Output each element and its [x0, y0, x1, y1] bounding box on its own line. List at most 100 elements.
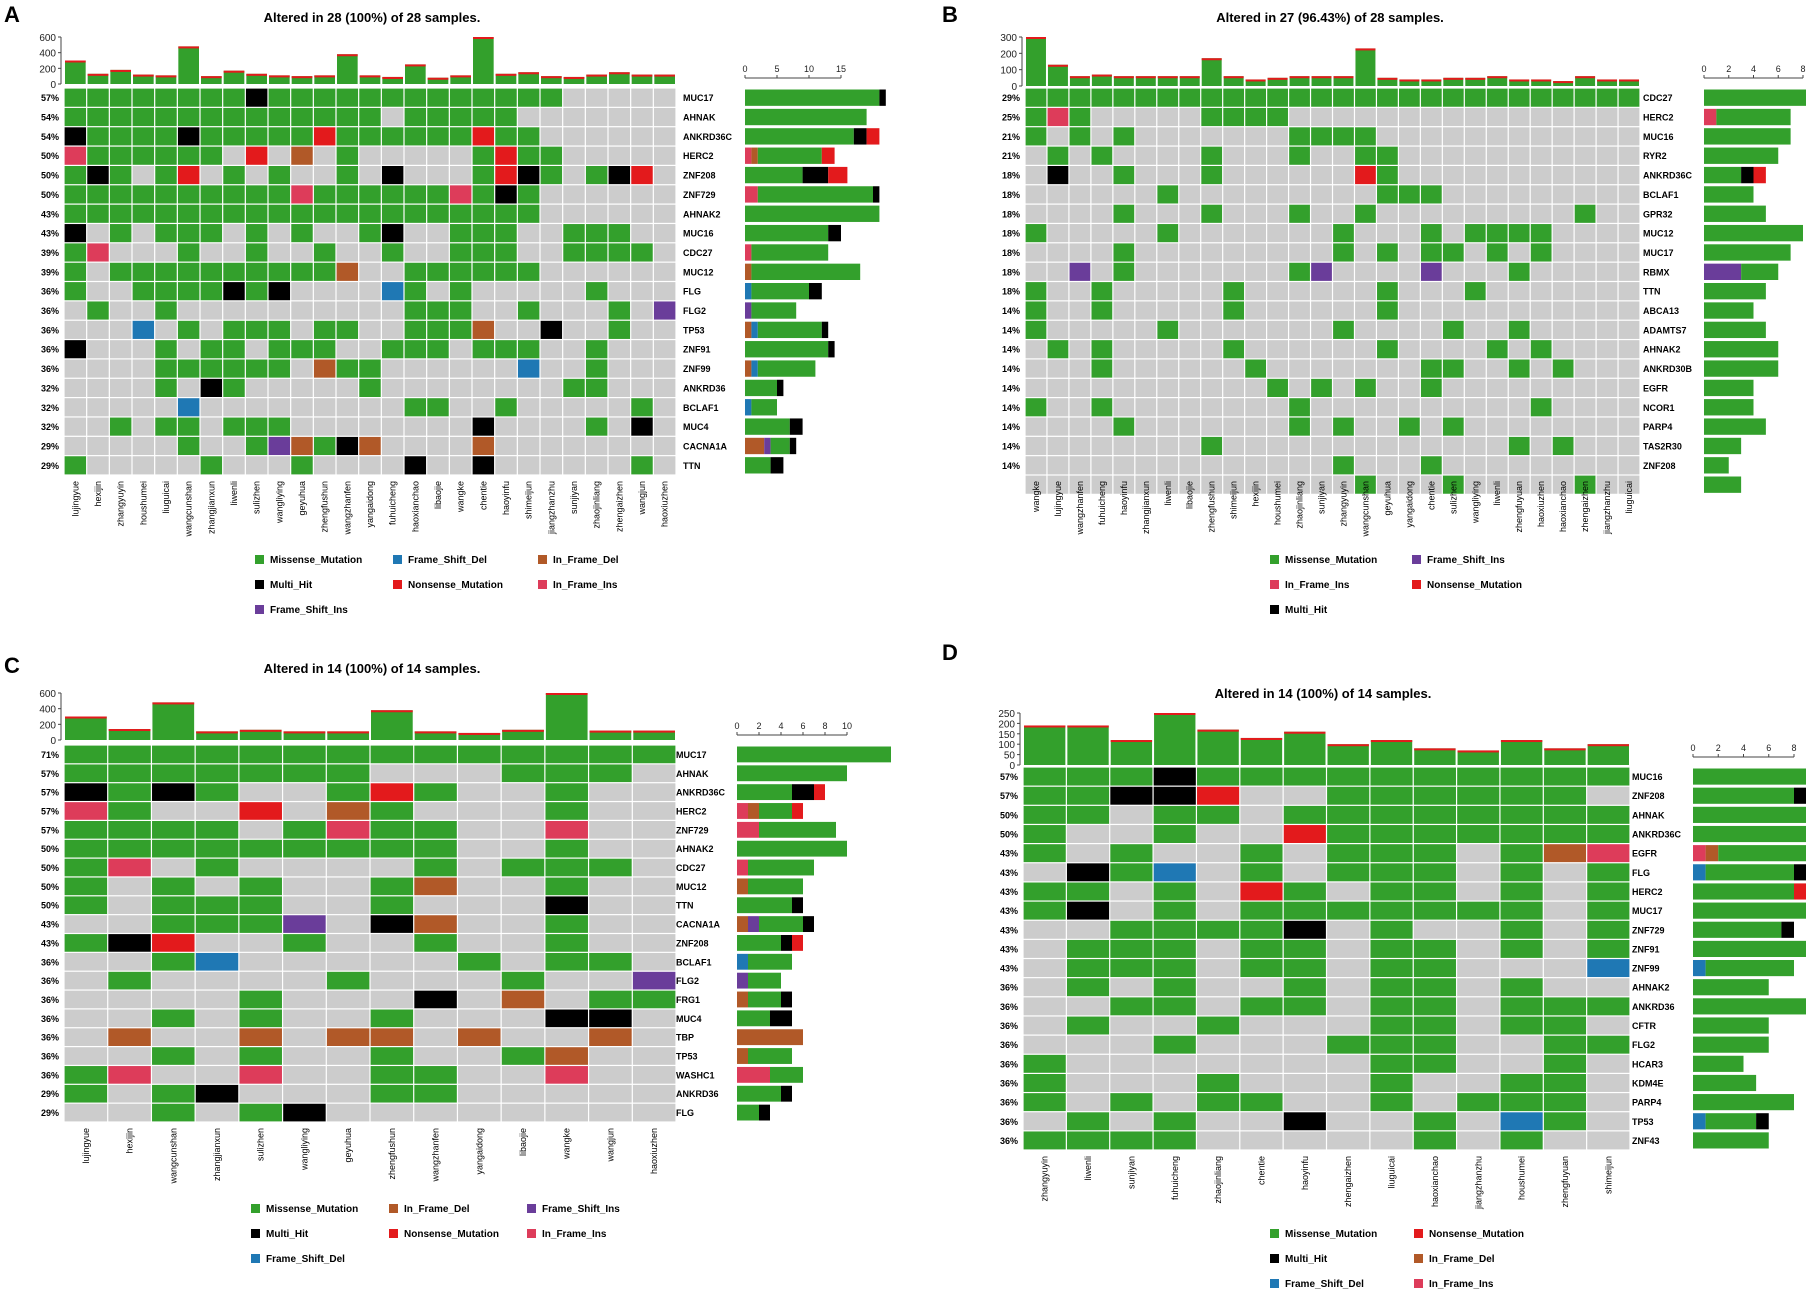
mutation-cell: [1113, 475, 1135, 494]
gene-percentage: 43%: [1000, 906, 1018, 916]
mutation-cell: [1327, 1131, 1370, 1150]
mutation-cell: [414, 934, 457, 952]
mutation-cell: [239, 1066, 282, 1084]
sample-label: yangaidong: [1404, 481, 1414, 528]
mutation-cell: [381, 127, 404, 146]
mutation-cell: [1377, 107, 1398, 127]
mutation-cell: [1197, 863, 1240, 882]
mutation-cell: [632, 1009, 676, 1028]
mutation-cell: [1240, 805, 1283, 824]
mutation-cell: [200, 359, 223, 378]
gene-bar-segment: [1693, 1036, 1769, 1053]
mutation-cell: [109, 417, 132, 436]
mutation-cell: [1066, 978, 1110, 997]
gene-percentage: 14%: [1002, 441, 1020, 451]
tmb-tick-label: 50: [1004, 751, 1016, 762]
mutation-cell: [1508, 146, 1530, 165]
mutation-cell: [87, 282, 109, 301]
mutation-cell: [1245, 378, 1267, 397]
mutation-cell: [155, 456, 177, 475]
gene-percentage: 43%: [41, 209, 59, 219]
mutation-cell: [155, 243, 177, 262]
mutation-cell: [1023, 825, 1066, 843]
mutation-cell: [336, 166, 359, 185]
gene-percentage: 43%: [41, 920, 59, 930]
tmb-bar: [155, 75, 177, 84]
mutation-cell: [268, 378, 291, 397]
legend-swatch: [251, 1254, 260, 1263]
gene-label: KDM4E: [1632, 1078, 1664, 1088]
mutation-cell: [223, 166, 245, 185]
mutation-cell: [87, 301, 109, 320]
mutation-cell: [1457, 959, 1500, 978]
mutation-cell: [1066, 1131, 1110, 1150]
gene-bar-segment: [737, 916, 748, 932]
gene-label: HCAR3: [1632, 1059, 1663, 1069]
mutation-cell: [1327, 901, 1370, 920]
mutation-cell: [64, 243, 87, 262]
tmb-bar-nonsense: [473, 37, 494, 39]
mutation-cell: [1289, 417, 1310, 436]
mutation-cell: [177, 146, 200, 165]
mutation-cell: [1574, 262, 1596, 281]
mutation-cell: [291, 107, 313, 127]
mutation-cell: [1457, 825, 1500, 843]
mutation-cell: [1486, 88, 1508, 107]
tmb-bar-nonsense: [1069, 76, 1090, 79]
gene-bar-segment: [737, 859, 748, 876]
mutation-cell: [1596, 398, 1618, 417]
mutation-cell: [632, 783, 676, 801]
mutation-cell: [283, 839, 326, 858]
mutation-cell: [1066, 901, 1110, 920]
mutation-cell: [427, 88, 449, 107]
mutation-cell: [1069, 224, 1091, 243]
mutation-cell: [155, 282, 177, 301]
mutation-cell: [1066, 1074, 1110, 1092]
mutation-cell: [1267, 282, 1288, 301]
mutation-cell: [495, 398, 517, 417]
gene-bar-segment: [1705, 960, 1794, 977]
mutation-cell: [1289, 146, 1310, 165]
tmb-bar-nonsense: [1531, 79, 1552, 82]
mutation-cell: [1370, 1035, 1413, 1054]
mutation-cell: [1508, 282, 1530, 301]
mutation-cell: [653, 436, 676, 456]
mutation-cell: [404, 127, 427, 146]
mutation-cell: [1486, 166, 1508, 185]
mutation-cell: [1355, 359, 1376, 378]
tmb-bar-nonsense: [502, 729, 544, 732]
sample-label: wangzhanfen: [431, 1128, 441, 1183]
mutation-cell: [449, 204, 472, 223]
mutation-cell: [517, 282, 540, 301]
mutation-cell: [1069, 185, 1091, 204]
mutation-cell: [336, 146, 359, 165]
mutation-cell: [1197, 1131, 1240, 1150]
mutation-cell: [427, 320, 449, 339]
mutation-cell: [239, 1047, 282, 1065]
tmb-bar-nonsense: [327, 731, 369, 734]
mutation-cell: [414, 821, 457, 839]
gene-percentage: 36%: [1000, 983, 1018, 993]
mutation-cell: [336, 320, 359, 339]
gene-bar-segment: [748, 972, 781, 989]
mutation-cell: [108, 821, 151, 839]
gene-percentage: 43%: [41, 938, 59, 948]
tmb-bar: [1154, 713, 1196, 765]
mutation-cell: [1596, 243, 1618, 262]
gene-bar-segment: [757, 186, 873, 203]
mutation-cell: [608, 359, 631, 378]
mutation-cell: [1245, 398, 1267, 417]
mutation-cell: [1091, 301, 1113, 320]
gene-bar-segment: [803, 916, 814, 932]
mutation-cell: [64, 107, 87, 127]
mutation-cell: [501, 764, 545, 783]
tmb-bar-nonsense: [495, 73, 517, 76]
gene-bar-segment: [737, 878, 748, 895]
mutation-cell: [1153, 939, 1196, 958]
gene-label: RYR2: [1643, 151, 1667, 161]
mutation-cell: [1464, 456, 1486, 475]
tmb-bar: [1333, 76, 1354, 86]
mutation-cell: [152, 1103, 195, 1122]
mutation-cell: [64, 971, 108, 990]
mutation-cell: [458, 764, 501, 783]
